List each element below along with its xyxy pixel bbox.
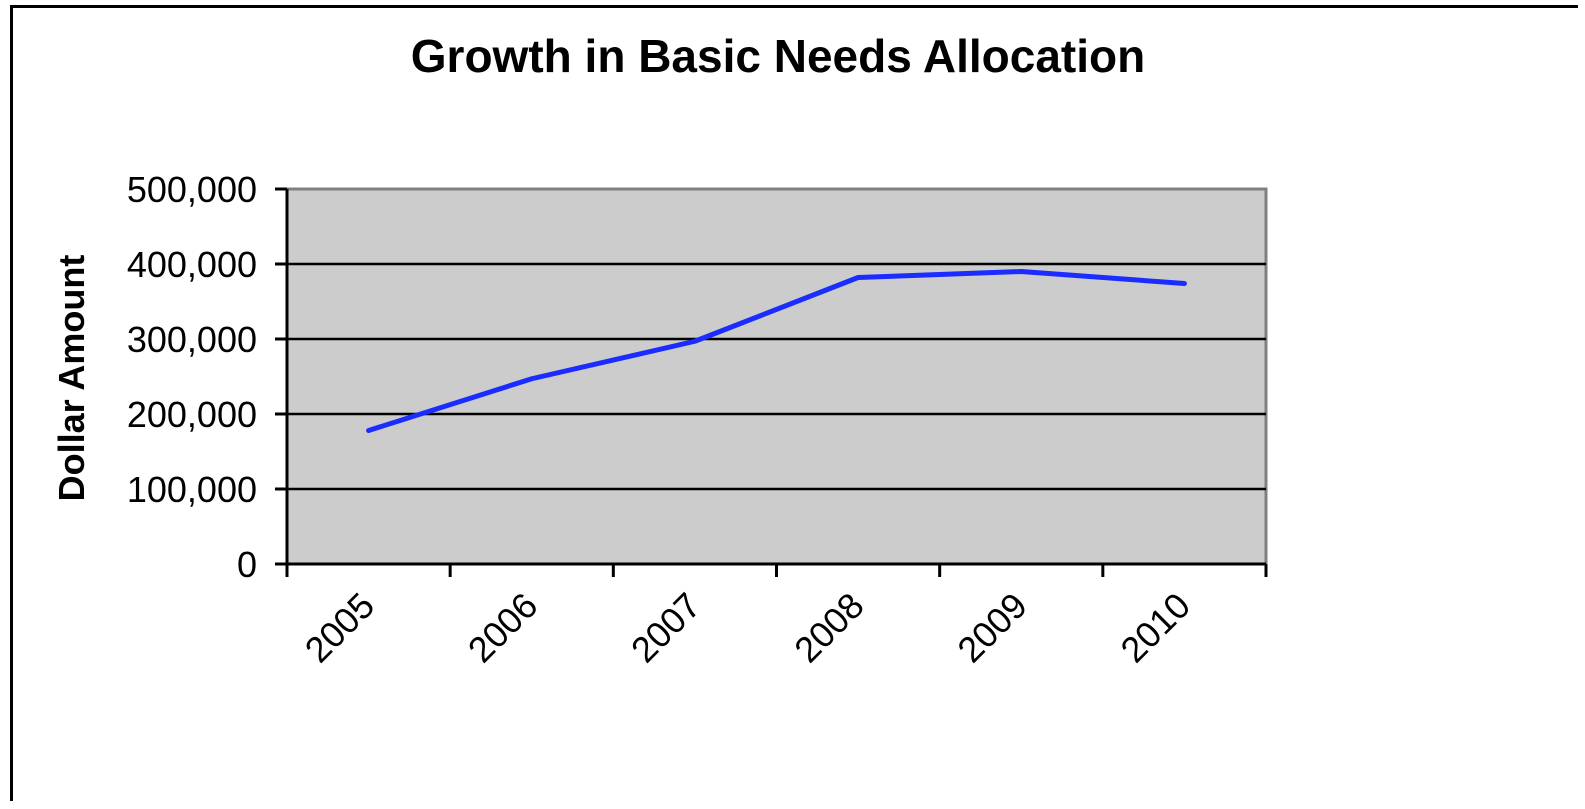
plot-area: 0 100,000 200,000 300,000 400,000 500,000 2005… [127,169,1268,671]
x-tick-label: 2007 [623,585,709,671]
x-tick-label: 2006 [460,585,546,671]
chart-title: Growth in Basic Needs Allocation [411,30,1145,82]
y-tick-label: 500,000 [127,169,257,210]
x-tick-label: 2009 [949,585,1035,671]
y-tick-label: 400,000 [127,244,257,285]
x-tick-label: 2008 [786,585,872,671]
y-tick-label: 0 [237,544,257,585]
y-tick-label: 200,000 [127,394,257,435]
x-tick-label: 2005 [297,585,383,671]
series-line [366,269,1187,433]
x-tick-label: 2010 [1112,585,1198,671]
y-tick-label: 300,000 [127,319,257,360]
y-axis-label: Dollar Amount [51,255,92,502]
y-tick-label: 100,000 [127,469,257,510]
plot-background [285,187,1268,566]
